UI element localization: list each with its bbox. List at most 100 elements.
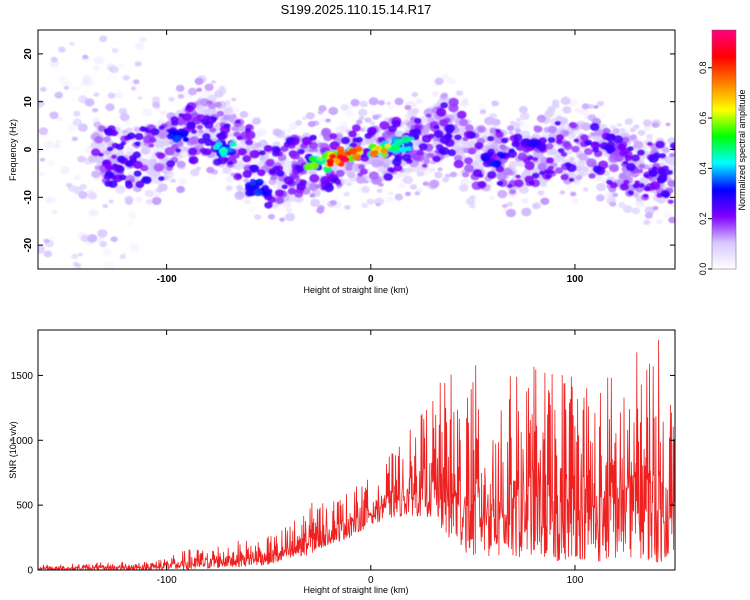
colorbar-segment bbox=[712, 185, 736, 188]
spectrogram-cell bbox=[209, 127, 217, 133]
spectrogram-cell bbox=[560, 96, 571, 106]
spectrogram-cell bbox=[356, 119, 363, 125]
spectrogram-cell bbox=[99, 241, 108, 248]
colorbar-segment bbox=[712, 247, 736, 250]
colorbar-segment bbox=[712, 241, 736, 244]
colorbar-segment bbox=[712, 35, 736, 39]
spectrogram-cell bbox=[106, 146, 114, 152]
spectrogram-cell bbox=[644, 206, 654, 214]
spectrogram-cell bbox=[562, 140, 571, 148]
colorbar-segment bbox=[712, 233, 736, 236]
spectrogram-cell bbox=[643, 186, 651, 192]
spectrogram-cell bbox=[445, 124, 456, 133]
snr-y-axis-label: SNR (10 * v/v) bbox=[8, 421, 18, 479]
spectrogram-cell bbox=[346, 182, 352, 187]
spectrogram-cell bbox=[612, 128, 620, 134]
spectrogram-cell bbox=[119, 113, 130, 122]
colorbar-segment bbox=[712, 33, 736, 37]
spectrogram-cell bbox=[108, 180, 118, 188]
spectrogram-cell bbox=[318, 116, 328, 124]
spectrogram-cell bbox=[97, 229, 108, 238]
spectrogram-cell bbox=[243, 199, 251, 205]
spectrogram-cell bbox=[124, 119, 133, 127]
spectrogram-cell bbox=[401, 153, 412, 162]
spectrogram-cell bbox=[506, 125, 515, 131]
colorbar-segment bbox=[712, 161, 736, 164]
colorbar-segment bbox=[712, 209, 736, 212]
spectrogram-y-tick-label: -20 bbox=[23, 237, 34, 252]
spectrogram-cell bbox=[586, 158, 597, 168]
spectrogram-cell bbox=[38, 245, 45, 254]
spectrogram-cell bbox=[557, 148, 565, 154]
spectrogram-cell bbox=[43, 238, 50, 244]
spectrogram-cell bbox=[618, 172, 627, 180]
spectrogram-cell bbox=[341, 136, 351, 145]
spectrogram-cell bbox=[39, 86, 47, 92]
spectrogram-cell bbox=[178, 113, 185, 118]
spectrogram-cell bbox=[142, 108, 153, 117]
spectrogram-cell bbox=[269, 135, 277, 141]
spectrogram-cell bbox=[149, 137, 157, 143]
spectrogram-cell bbox=[158, 176, 165, 182]
colorbar-segment bbox=[712, 117, 736, 121]
spectrogram-cell bbox=[108, 199, 114, 204]
spectrogram-cell bbox=[47, 160, 55, 167]
spectrogram-cell bbox=[444, 173, 451, 178]
spectrogram-cell bbox=[619, 183, 630, 191]
spectrogram-cell bbox=[386, 101, 392, 106]
colorbar-segment bbox=[712, 53, 736, 57]
spectrogram-cell bbox=[369, 121, 376, 126]
spectrogram-cell bbox=[513, 133, 523, 142]
spectrogram-cell bbox=[236, 135, 243, 140]
spectrogram-cell bbox=[276, 169, 285, 177]
spectrogram-cell bbox=[274, 147, 282, 153]
colorbar-segment bbox=[712, 197, 736, 200]
spectrogram-cell bbox=[502, 167, 512, 176]
spectrogram-cell bbox=[186, 121, 196, 130]
spectrogram-cell bbox=[361, 202, 369, 208]
spectrogram-cell bbox=[201, 118, 210, 126]
colorbar-segment bbox=[712, 205, 736, 208]
spectrogram-cell bbox=[151, 197, 162, 205]
spectrogram-cell bbox=[588, 173, 596, 179]
spectrogram-cell bbox=[170, 179, 177, 183]
spectrogram-cell bbox=[325, 118, 331, 123]
spectrogram-cell bbox=[308, 141, 318, 150]
spectrogram-cell bbox=[491, 100, 499, 107]
spectrogram-cell bbox=[638, 163, 646, 169]
spectrogram-cell bbox=[93, 92, 100, 97]
spectrogram-cell bbox=[630, 134, 637, 140]
spectrogram-cell bbox=[633, 140, 644, 149]
spectrogram-cell bbox=[133, 126, 141, 133]
spectrogram-cell bbox=[308, 170, 315, 175]
colorbar-segment bbox=[712, 81, 736, 85]
figure-title: S199.2025.110.15.14.R17 bbox=[281, 2, 432, 17]
spectrogram-cell bbox=[489, 127, 498, 134]
spectrogram-cell bbox=[364, 117, 372, 123]
spectrogram-cell bbox=[80, 234, 90, 242]
spectrogram-cell bbox=[637, 129, 646, 136]
spectrogram-cell bbox=[106, 73, 117, 82]
spectrogram-cell bbox=[497, 189, 508, 199]
colorbar-tick-label: 0.8 bbox=[698, 61, 708, 74]
spectrogram-cell bbox=[56, 116, 64, 122]
spectrogram-cell bbox=[57, 76, 66, 83]
spectrogram-cell bbox=[225, 175, 235, 183]
spectrogram-cell bbox=[554, 167, 564, 174]
spectrogram-cell bbox=[532, 157, 539, 162]
snr-x-axis-label: Height of straight line (km) bbox=[303, 585, 408, 595]
snr-y-tick-label: 0 bbox=[27, 566, 33, 577]
spectrogram-cell bbox=[242, 155, 252, 163]
colorbar-segment bbox=[712, 137, 736, 140]
spectrogram-cell bbox=[216, 132, 227, 141]
spectrogram-cell bbox=[335, 125, 345, 133]
spectrogram-cell bbox=[372, 167, 379, 172]
spectrogram-cell bbox=[474, 142, 484, 150]
spectrogram-cell bbox=[264, 201, 273, 209]
spectrogram-cell bbox=[447, 149, 457, 157]
spectrogram-cell bbox=[226, 147, 233, 152]
spectrogram-cell bbox=[71, 55, 79, 61]
spectrogram-cell bbox=[60, 166, 71, 175]
spectrogram-cell bbox=[243, 178, 250, 183]
spectrogram-cell bbox=[310, 198, 321, 207]
